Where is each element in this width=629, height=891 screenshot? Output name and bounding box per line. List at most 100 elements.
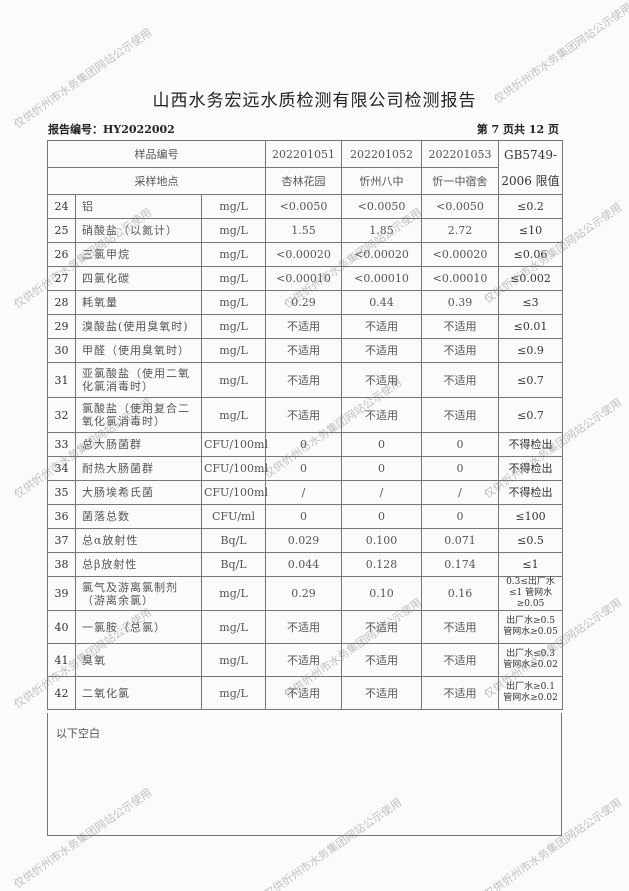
item-unit: CFU/ml bbox=[200, 504, 267, 529]
limit-value: ≤0.06 bbox=[498, 242, 564, 267]
limit-value: ≤0.9 bbox=[498, 338, 564, 363]
sample-value: 不适用 bbox=[421, 643, 500, 677]
watermark: 仅供忻州市水务集团网站公示使用 bbox=[11, 25, 155, 132]
sample-value: 1.85 bbox=[341, 218, 423, 243]
item-number: 31 bbox=[47, 362, 76, 398]
item-unit: CFU/100ml bbox=[200, 432, 268, 457]
sample-value: 0.39 bbox=[421, 290, 500, 315]
table-row: 35 大肠埃希氏菌 CFU/100ml / / / 不得检出 bbox=[47, 480, 564, 505]
limit-value: 出厂水≤0.3 管网水≥0.02 bbox=[498, 643, 564, 677]
sample-value: 不适用 bbox=[421, 362, 500, 398]
item-unit: CFU/100ml bbox=[200, 480, 268, 505]
item-name: 总大肠菌群 bbox=[75, 432, 202, 457]
limit-value: ≤0.5 bbox=[498, 528, 564, 553]
item-number: 32 bbox=[47, 397, 76, 433]
sample-location: 忻州八中 bbox=[341, 167, 423, 195]
table-row: 37 总α放射性 Bq/L 0.029 0.100 0.071 ≤0.5 bbox=[47, 528, 564, 553]
report-number: 报告编号：HY2022002 bbox=[48, 123, 175, 136]
limit-value: 出厂水≥0.1 管网水≥0.02 bbox=[498, 676, 564, 710]
sample-value: 不适用 bbox=[341, 314, 423, 339]
sample-value: 0.174 bbox=[421, 552, 500, 577]
table-row: 27 四氯化碳 mg/L <0.00010 <0.00010 <0.00010 ≤0.002 bbox=[47, 266, 564, 291]
sample-value: 不适用 bbox=[265, 397, 343, 433]
item-number: 29 bbox=[47, 314, 76, 339]
item-number: 42 bbox=[47, 676, 76, 710]
item-number: 28 bbox=[47, 290, 76, 315]
sample-value: <0.00010 bbox=[265, 266, 343, 291]
sample-value: <0.00010 bbox=[341, 266, 423, 291]
item-unit: mg/L bbox=[200, 643, 267, 677]
item-number: 38 bbox=[47, 552, 76, 577]
sample-value: 不适用 bbox=[341, 643, 423, 677]
header-row-sample-no: 样品编号 202201051 202201052 202201053 GB574… bbox=[46, 140, 564, 195]
item-name: 总α放射性 bbox=[75, 528, 202, 553]
sample-no: 202201051 bbox=[265, 140, 343, 168]
item-unit: mg/L bbox=[200, 290, 267, 315]
table-row: 29 溴酸盐(使用臭氧时) mg/L 不适用 不适用 不适用 ≤0.01 bbox=[47, 314, 564, 339]
limit-value: ≤0.7 bbox=[498, 397, 564, 433]
table-row: 39 氯气及游离氯制剂（游离余氯） mg/L 0.29 0.10 0.16 0.3≤出厂水≤… bbox=[47, 576, 564, 611]
sample-value: 0.029 bbox=[265, 528, 343, 553]
item-number: 36 bbox=[47, 504, 76, 529]
limit-value: 出厂水≥0.5 管网水≥0.05 bbox=[498, 610, 564, 644]
sample-value: 不适用 bbox=[265, 610, 343, 644]
sample-value: 不适用 bbox=[265, 643, 343, 677]
sample-value: 0.16 bbox=[421, 576, 500, 611]
sample-value: 不适用 bbox=[421, 338, 500, 363]
item-name: 总β放射性 bbox=[75, 552, 202, 577]
item-name: 耐热大肠菌群 bbox=[75, 456, 202, 481]
sample-value: 0.44 bbox=[341, 290, 423, 315]
item-name: 一氯胺（总氯） bbox=[75, 610, 202, 644]
sample-value: 不适用 bbox=[341, 610, 423, 644]
sample-value: 不适用 bbox=[421, 610, 500, 644]
standard-label: GB5749-2006 限值 bbox=[498, 140, 564, 195]
item-number: 39 bbox=[47, 576, 76, 611]
item-name: 菌落总数 bbox=[75, 504, 202, 529]
sample-value: 0.044 bbox=[265, 552, 343, 577]
limit-value: 不得检出 bbox=[498, 456, 564, 481]
limit-value: 不得检出 bbox=[498, 480, 564, 505]
item-name: 硝酸盐（以氮计） bbox=[75, 218, 202, 243]
sample-value: 不适用 bbox=[341, 338, 423, 363]
table-row: 36 菌落总数 CFU/ml 0 0 0 ≤100 bbox=[47, 504, 564, 529]
item-number: 27 bbox=[47, 266, 76, 291]
item-name: 氯气及游离氯制剂（游离余氯） bbox=[75, 576, 202, 611]
item-number: 24 bbox=[47, 194, 76, 219]
sample-value: 不适用 bbox=[421, 397, 500, 433]
sample-value: <0.00020 bbox=[421, 242, 500, 267]
sample-no-label: 样品编号 bbox=[46, 140, 267, 168]
sample-value: 1.55 bbox=[265, 218, 343, 243]
sample-location: 杏林花园 bbox=[265, 167, 343, 195]
limit-value: ≤0.002 bbox=[498, 266, 564, 291]
sample-value: 0.29 bbox=[265, 290, 343, 315]
item-unit: mg/L bbox=[200, 397, 267, 433]
table-row: 42 二氧化氯 mg/L 不适用 不适用 不适用 出厂水≥0.1 管网水≥0.02 bbox=[47, 676, 564, 710]
sample-value: 不适用 bbox=[341, 362, 423, 398]
header-row-location: 采样地点 杏林花园 忻州八中 忻一中宿舍 bbox=[46, 167, 563, 195]
limit-value: ≤0.2 bbox=[498, 194, 564, 219]
sample-value: 0 bbox=[265, 504, 343, 529]
item-name: 氯酸盐（使用复合二氧化氯消毒时） bbox=[75, 397, 202, 433]
sample-value: <0.00020 bbox=[341, 242, 423, 267]
table-row: 31 亚氯酸盐（使用二氧化氯消毒时） mg/L 不适用 不适用 不适用 ≤0.7 bbox=[47, 362, 564, 398]
sample-location: 忻一中宿舍 bbox=[421, 167, 500, 195]
sample-value: 0.10 bbox=[341, 576, 423, 611]
item-unit: mg/L bbox=[200, 242, 267, 267]
limit-value: ≤0.01 bbox=[498, 314, 564, 339]
table-row: 24 铝 mg/L <0.0050 <0.0050 <0.0050 ≤0.2 bbox=[47, 194, 564, 219]
item-name: 亚氯酸盐（使用二氧化氯消毒时） bbox=[75, 362, 202, 398]
sample-value: <0.0050 bbox=[421, 194, 500, 219]
sample-value: <0.0050 bbox=[265, 194, 343, 219]
limit-value: ≤10 bbox=[498, 218, 564, 243]
sample-value: / bbox=[265, 480, 343, 505]
sample-value: 0.071 bbox=[421, 528, 500, 553]
sample-value: 不适用 bbox=[341, 676, 423, 710]
report-title: 山西水务宏远水质检测有限公司检测报告 bbox=[152, 91, 477, 111]
location-label: 采样地点 bbox=[46, 167, 267, 195]
remark-text: 以下空白 bbox=[56, 727, 100, 740]
item-number: 30 bbox=[47, 338, 76, 363]
item-name: 二氧化氯 bbox=[75, 676, 202, 710]
item-number: 25 bbox=[47, 218, 76, 243]
table-row: 40 一氯胺（总氯） mg/L 不适用 不适用 不适用 出厂水≥0.5 管网水≥0.05 bbox=[47, 610, 564, 644]
sample-value: / bbox=[421, 480, 500, 505]
